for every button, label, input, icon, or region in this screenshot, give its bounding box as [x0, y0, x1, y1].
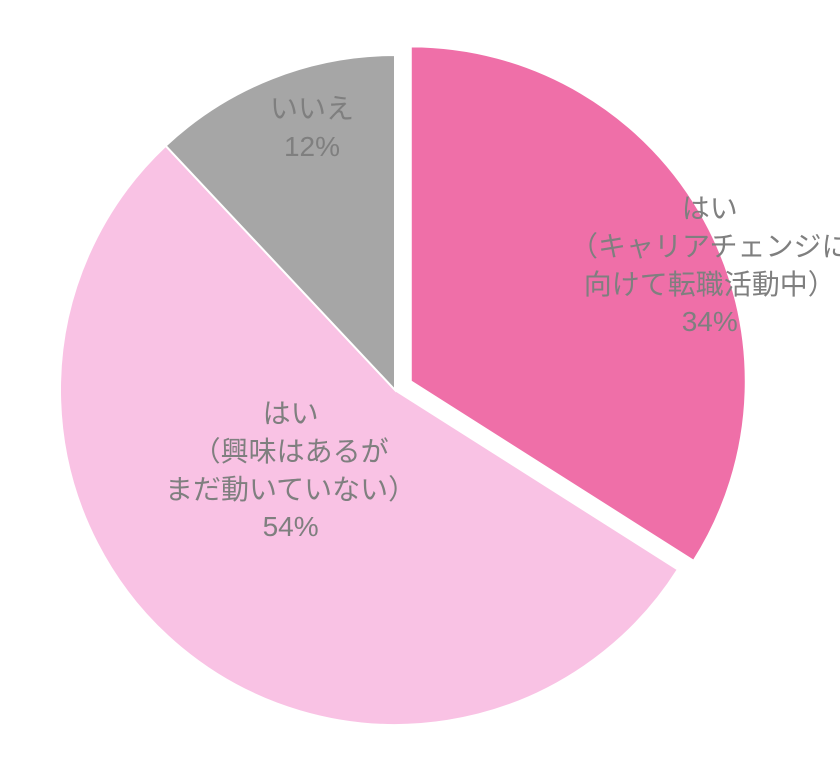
pie-label-line: はい [570, 190, 840, 228]
pie-label-line: （興味はあるが [165, 433, 416, 471]
pie-chart: はい（キャリアチェンジに向けて転職活動中）34%はい（興味はあるがまだ動いていな… [0, 0, 840, 780]
pie-label-line: いいえ [270, 90, 354, 128]
pie-label-line: 34% [570, 303, 840, 341]
pie-label-no: いいえ12% [270, 90, 354, 166]
pie-label-yes_active: はい（キャリアチェンジに向けて転職活動中）34% [570, 190, 840, 341]
pie-label-line: はい [165, 395, 416, 433]
pie-label-line: 向けて転職活動中） [570, 266, 840, 304]
pie-svg [0, 0, 840, 780]
pie-label-line: （キャリアチェンジに [570, 228, 840, 266]
pie-label-line: 12% [270, 128, 354, 166]
pie-label-line: まだ動いていない） [165, 471, 416, 509]
pie-label-line: 54% [165, 508, 416, 546]
pie-label-yes_interested: はい（興味はあるがまだ動いていない）54% [165, 395, 416, 546]
